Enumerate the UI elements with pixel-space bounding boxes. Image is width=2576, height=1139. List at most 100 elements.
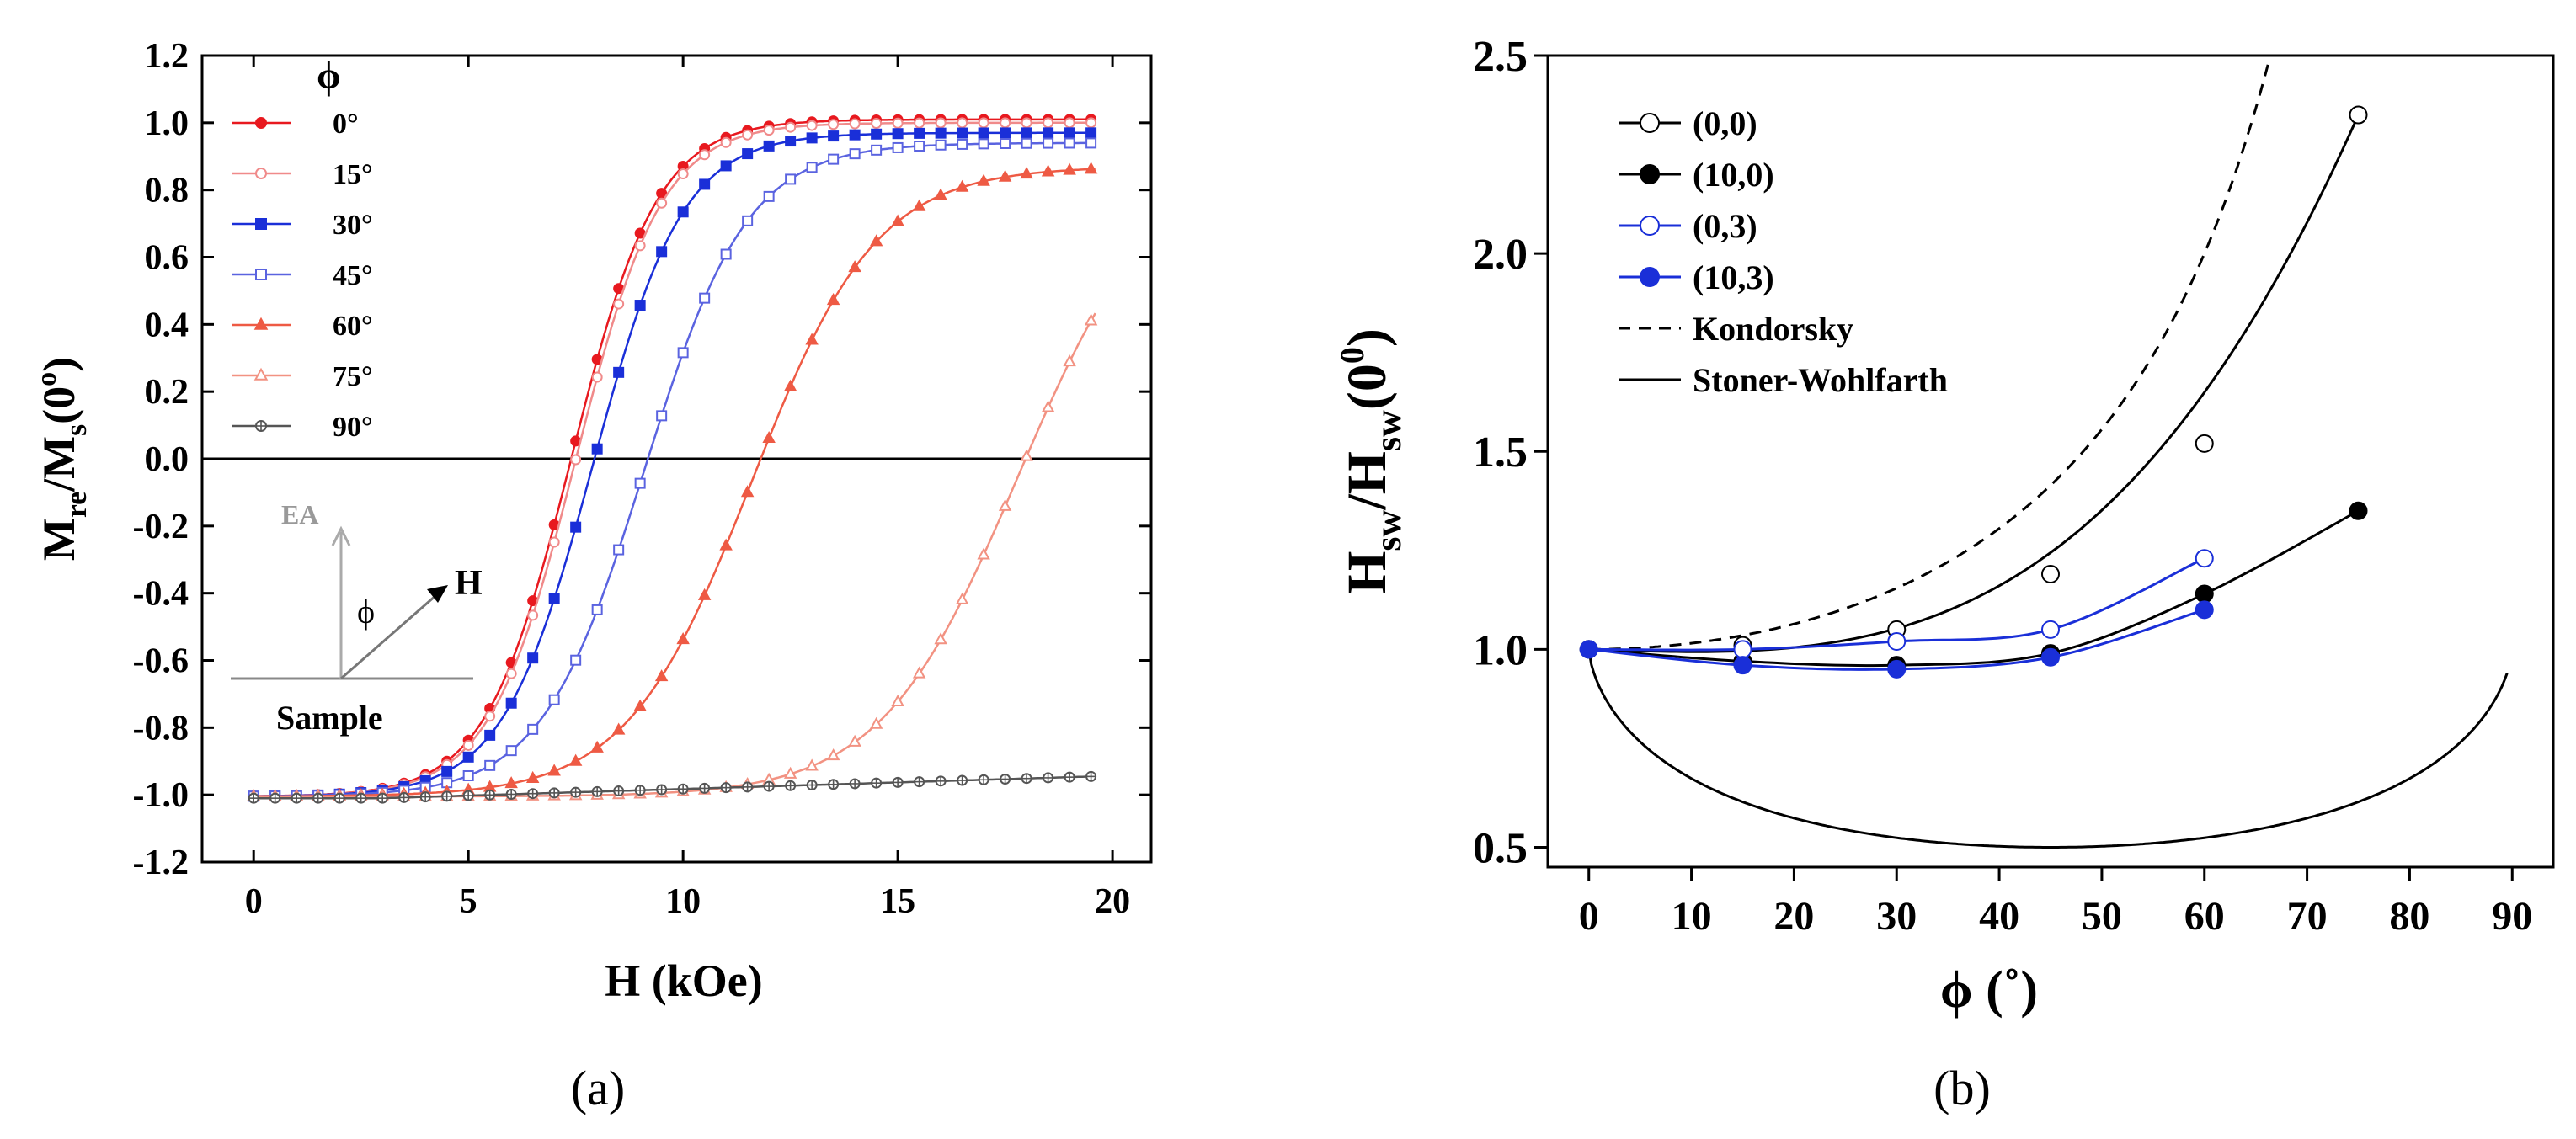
data-point-a-5 [1021, 451, 1032, 460]
data-point-a-3 [528, 725, 537, 734]
data-point-a-1 [979, 118, 989, 127]
data-point-a-2 [1022, 128, 1032, 137]
legend-label-a-1: 15° [333, 159, 373, 190]
data-point-a-5 [1064, 356, 1075, 365]
legend-marker-a-3 [256, 269, 266, 279]
data-point-a-1 [550, 538, 559, 547]
data-point-b-3 [1888, 661, 1905, 678]
data-point-a-1 [786, 123, 795, 132]
legend-label-b-0: (0,0) [1693, 104, 1757, 142]
data-point-a-2 [571, 523, 580, 532]
data-point-b-2 [1734, 641, 1751, 657]
data-point-a-1 [1065, 118, 1075, 127]
data-point-a-3 [700, 294, 709, 303]
x-tick-label-a: 0 [245, 882, 263, 921]
data-point-b-2 [1888, 633, 1905, 650]
data-point-b-1 [2196, 586, 2213, 603]
chart-a: 0 5 10 15 20 -1.2 -1.0 -0.8 -0.6 -0.4 -0.2 0.0 0.2 0.… [31, 37, 1151, 1115]
data-point-a-3 [957, 140, 967, 149]
x-axis-label-b: ϕ (˚) [1940, 961, 2038, 1019]
data-point-a-3 [743, 216, 752, 226]
data-point-a-3 [765, 192, 774, 201]
y-tick-label-b: 1.5 [1473, 428, 1528, 476]
data-point-a-4 [592, 742, 602, 752]
y-tick-label-b: 2.0 [1473, 231, 1528, 279]
x-tick-label-a: 5 [460, 882, 477, 921]
data-point-a-1 [743, 130, 752, 140]
data-point-a-2 [851, 130, 860, 140]
x-tick-label-a: 20 [1095, 882, 1130, 921]
y-tick-label-a: 0.0 [145, 440, 189, 479]
data-point-a-4 [700, 590, 710, 599]
data-point-a-3 [979, 139, 989, 148]
data-point-a-3 [614, 546, 623, 555]
data-point-a-2 [808, 133, 817, 142]
data-point-a-4 [807, 335, 817, 344]
data-point-a-2 [1065, 128, 1075, 137]
data-point-a-1 [872, 119, 881, 128]
data-point-a-2 [528, 653, 537, 663]
inset-diagram: EA ϕ H Sample [231, 499, 483, 737]
data-point-a-1 [722, 138, 731, 147]
data-point-a-2 [936, 129, 946, 138]
y-tick-label-a: 1.0 [145, 104, 189, 143]
data-point-a-2 [957, 129, 967, 138]
x-tick-label-a: 15 [880, 882, 915, 921]
data-point-a-1 [765, 125, 774, 135]
legend-marker-b-3 [1640, 268, 1659, 286]
y-tick-label-a: 1.2 [145, 37, 189, 76]
x-tick-label-b: 50 [2082, 894, 2122, 939]
legend-label-a-2: 30° [333, 210, 373, 241]
data-point-a-3 [1086, 138, 1096, 147]
y-tick-label-b: 2.5 [1473, 33, 1528, 81]
data-point-a-1 [1000, 118, 1010, 127]
data-point-a-4 [764, 433, 774, 442]
y-tick-label-a: -0.4 [133, 575, 189, 614]
data-point-a-1 [507, 669, 516, 679]
data-point-b-0 [2042, 566, 2059, 583]
data-point-a-4 [721, 540, 731, 550]
data-point-a-3 [851, 149, 860, 158]
legend-marker-a-0 [256, 118, 266, 128]
legend-marker-b-1 [1640, 165, 1659, 184]
data-point-a-3 [893, 143, 903, 152]
data-point-a-2 [915, 129, 924, 138]
series-a-line-2 [253, 133, 1095, 796]
data-point-b-3 [2042, 649, 2059, 666]
data-point-a-1 [829, 120, 838, 129]
data-point-a-3 [936, 141, 946, 150]
data-point-a-3 [915, 141, 924, 151]
data-point-a-1 [464, 741, 473, 750]
data-point-a-2 [442, 767, 451, 776]
y-tick-label-a: 0.8 [145, 172, 189, 210]
data-point-a-4 [786, 381, 796, 391]
y-axis-label-a: Mre/Ms(0o) [31, 357, 93, 561]
sample-label: Sample [276, 699, 383, 737]
x-tick-label-b: 80 [2389, 894, 2429, 939]
data-point-a-1 [808, 121, 817, 130]
data-point-b-0 [2350, 107, 2367, 124]
data-point-a-3 [657, 411, 666, 420]
data-point-a-4 [743, 487, 753, 496]
legend-marker-a-2 [256, 219, 266, 229]
x-tick-label-b: 30 [1876, 894, 1917, 939]
data-point-b-3 [1734, 657, 1751, 673]
model-curve-5 [1589, 649, 2508, 847]
data-point-a-3 [1043, 139, 1053, 148]
data-point-a-2 [743, 149, 752, 158]
data-point-b-2 [2196, 550, 2213, 567]
data-point-a-2 [485, 731, 494, 740]
data-point-a-3 [829, 155, 838, 164]
data-point-a-2 [679, 207, 688, 216]
data-point-a-1 [657, 199, 666, 208]
data-point-a-5 [850, 737, 860, 746]
data-point-a-4 [678, 634, 688, 643]
data-point-a-3 [571, 656, 580, 665]
data-point-a-2 [1086, 128, 1096, 137]
data-point-a-1 [700, 150, 709, 159]
data-point-a-2 [1043, 128, 1053, 137]
axes-b: 0 10 20 30 40 50 60 70 80 900.51.01.52.02.5 [1473, 33, 2532, 939]
data-point-a-2 [722, 161, 731, 170]
legend-marker-b-0 [1640, 114, 1659, 132]
x-tick-label-b: 60 [2184, 894, 2225, 939]
